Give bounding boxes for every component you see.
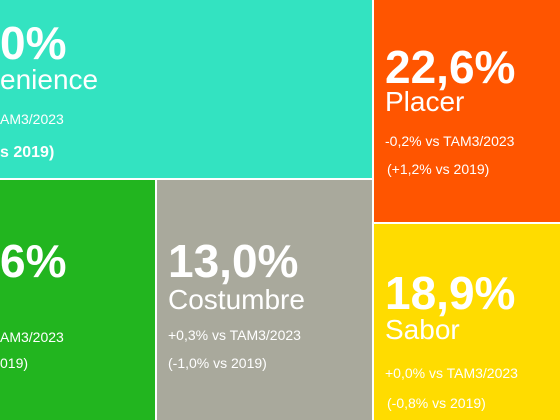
vs-tam: AM3/2023 bbox=[0, 329, 64, 345]
vs-tam: +0,3% vs TAM3/2023 bbox=[168, 327, 301, 343]
vs-tam: +0,0% vs TAM3/2023 bbox=[385, 365, 518, 381]
share: 22,6% bbox=[385, 41, 516, 93]
tile-costumbre: 13,0% Costumbre +0,3% vs TAM3/2023 (-1,0… bbox=[157, 180, 372, 420]
vs-2019: (-1,0% vs 2019) bbox=[168, 355, 267, 371]
vs-tam: -0,2% vs TAM3/2023 bbox=[385, 133, 515, 149]
share: 13,0% bbox=[168, 235, 299, 287]
share: 0% bbox=[0, 17, 67, 69]
vs-tam: AM3/2023 bbox=[0, 111, 64, 127]
label: Placer bbox=[385, 86, 465, 117]
tile-placer: 22,6% Placer -0,2% vs TAM3/2023 (+1,2% v… bbox=[374, 0, 560, 222]
tile-convenience: 0% enience AM3/2023 s 2019) bbox=[0, 0, 372, 178]
vs-2019: (-0,8% vs 2019) bbox=[387, 395, 486, 411]
tile-sabor: 18,9% Sabor +0,0% vs TAM3/2023 (-0,8% vs… bbox=[374, 224, 560, 420]
label: Sabor bbox=[385, 314, 460, 345]
tile-green: 6% AM3/2023 019) bbox=[0, 180, 155, 420]
vs-2019: 019) bbox=[0, 355, 29, 371]
vs-2019: s 2019) bbox=[0, 144, 55, 161]
label: Costumbre bbox=[168, 284, 305, 315]
share: 18,9% bbox=[385, 267, 516, 319]
share: 6% bbox=[0, 235, 67, 287]
vs-2019: (+1,2% vs 2019) bbox=[387, 161, 490, 177]
label: enience bbox=[0, 64, 99, 95]
